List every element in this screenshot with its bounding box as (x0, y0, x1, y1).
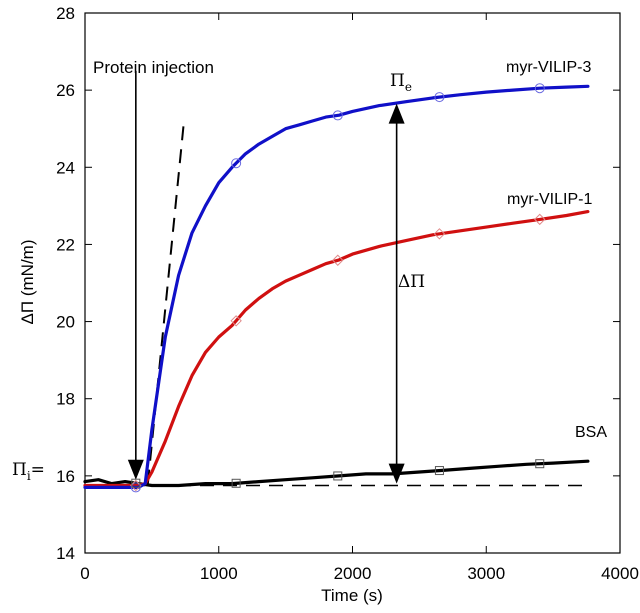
pi-i-label: Πi= (12, 460, 45, 483)
y-tick-label: 28 (56, 4, 75, 23)
x-tick-label: 0 (80, 564, 89, 583)
square-marker (535, 459, 545, 469)
pi-e-subscript: e (405, 80, 412, 94)
injection-label: Protein injection (93, 58, 214, 77)
delta-arrow-head-up (388, 103, 405, 124)
pi-e-label: Πe (390, 71, 412, 94)
pi-i-equals: = (31, 460, 45, 480)
y-tick-label: 20 (56, 313, 75, 332)
pi-i-subscript: i (27, 469, 31, 483)
plot-frame (84, 12, 621, 554)
diamond-marker (230, 315, 242, 327)
y-tick-label: 26 (56, 81, 75, 100)
y-tick-label: 16 (56, 467, 75, 486)
circle-marker (434, 92, 445, 103)
x-tick-label: 3000 (467, 564, 505, 583)
circle-marker (332, 110, 343, 121)
diamond-marker (433, 228, 446, 240)
x-tick-label: 1000 (200, 564, 238, 583)
pi-e-symbol: Π (390, 71, 405, 91)
annotation-arrows (127, 70, 405, 484)
series-line-myr-vilip-3 (83, 84, 590, 489)
circle-marker (231, 158, 242, 169)
series-line-myr-vilip-1 (83, 210, 590, 488)
square-marker (231, 478, 241, 488)
delta-pi-label: ΔΠ (398, 272, 425, 292)
x-tick-label: 4000 (601, 564, 639, 583)
y-tick-label: 22 (56, 235, 75, 254)
y-axis-ticks: 14 16 18 20 22 24 26 28 (56, 4, 620, 563)
initial-slope-dashed-line (146, 120, 185, 484)
y-tick-label: 24 (56, 158, 75, 177)
injection-arrow-head (127, 459, 144, 480)
circle-marker (534, 83, 545, 94)
reference-lines (85, 120, 588, 487)
diamond-marker (534, 213, 546, 226)
series-lines (83, 84, 590, 489)
series-line-bsa (83, 459, 590, 488)
x-axis-title: Time (s) (321, 586, 383, 605)
series-markers (130, 83, 546, 493)
square-marker (434, 466, 444, 476)
square-marker (333, 471, 343, 481)
x-axis-ticks: 0 1000 2000 3000 4000 (80, 13, 639, 583)
series-label-vilip3: myr-VILIP-3 (506, 59, 591, 76)
x-tick-label: 2000 (334, 564, 372, 583)
y-tick-label: 14 (56, 544, 75, 563)
diamond-marker (130, 479, 142, 492)
diamond-marker (332, 254, 344, 266)
y-axis-title: ΔΠ (mN/m) (18, 240, 37, 325)
series-label-bsa: BSA (575, 424, 607, 441)
pi-i-symbol: Π (12, 460, 27, 480)
delta-arrow-head-down (388, 463, 405, 484)
y-tick-label: 18 (56, 390, 75, 409)
series-label-vilip1: myr-VILIP-1 (507, 191, 592, 208)
